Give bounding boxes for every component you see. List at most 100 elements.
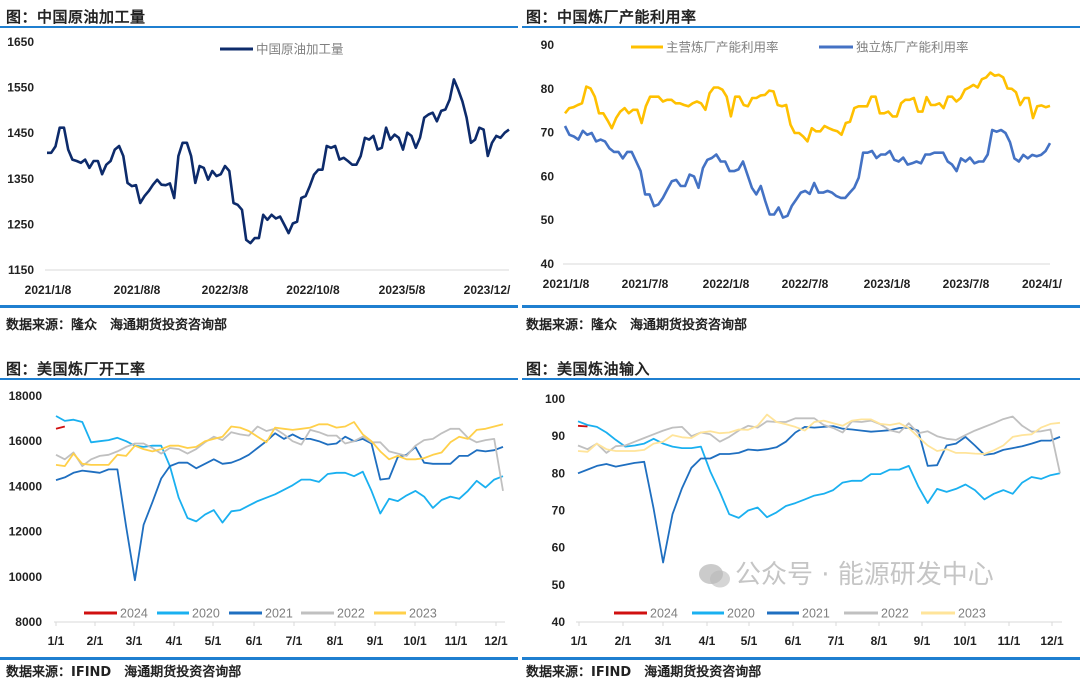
y-tick-label: 8000 (15, 615, 42, 629)
legend-label: 2024 (650, 607, 678, 621)
y-tick-label: 80 (552, 466, 566, 480)
x-tick-label: 1/1 (48, 634, 65, 648)
y-tick-label: 10000 (9, 570, 43, 584)
x-tick-label: 5/1 (741, 634, 758, 648)
legend-label: 2022 (881, 607, 909, 621)
x-tick-label: 2/1 (87, 634, 104, 648)
legend-label: 主营炼厂产能利用率 (666, 40, 779, 55)
series-line-2023 (577, 413, 1061, 455)
y-tick-label: 1250 (7, 217, 34, 231)
x-tick-label: 2023/5/8 (379, 283, 426, 297)
x-tick-label: 12/1 (1040, 634, 1064, 648)
x-tick-label: 3/1 (126, 634, 143, 648)
x-tick-label: 2022/1/8 (703, 277, 750, 291)
x-tick-label: 8/1 (327, 634, 344, 648)
data-source-note: 数据来源：隆众 海通期货投资咨询部 (526, 318, 748, 333)
series-line-2021 (577, 425, 1061, 564)
x-tick-label: 2021/1/8 (25, 283, 72, 297)
legend-label: 2022 (337, 607, 365, 621)
data-source-note: 数据来源：IFIND 海通期货投资咨询部 (526, 665, 762, 680)
x-tick-label: 2024/1/ (1022, 277, 1063, 291)
series-line-2020 (577, 420, 1061, 519)
legend-label: 2020 (192, 607, 220, 621)
y-tick-label: 70 (552, 504, 566, 518)
x-tick-label: 2021/1/8 (543, 277, 590, 291)
x-tick-label: 10/1 (403, 634, 427, 648)
title-divider (0, 378, 518, 380)
y-tick-label: 16000 (9, 434, 43, 448)
y-tick-label: 90 (552, 429, 566, 443)
y-tick-label: 100 (545, 392, 565, 406)
x-tick-label: 9/1 (914, 634, 931, 648)
x-tick-label: 12/1 (484, 634, 508, 648)
y-tick-label: 50 (552, 578, 566, 592)
y-tick-label: 70 (541, 126, 555, 140)
x-tick-label: 2022/7/8 (782, 277, 829, 291)
x-tick-label: 4/1 (699, 634, 716, 648)
data-source-note: 数据来源：隆众 海通期货投资咨询部 (6, 318, 228, 333)
legend-label: 2023 (958, 607, 986, 621)
x-tick-label: 7/1 (828, 634, 845, 648)
x-tick-label: 8/1 (871, 634, 888, 648)
watermark-text: 公众号 · 能源研发中心 (735, 560, 994, 590)
series-line-2023 (55, 421, 504, 468)
x-tick-label: 5/1 (205, 634, 222, 648)
x-tick-label: 11/1 (998, 634, 1021, 648)
x-tick-label: 2023/12/ (464, 283, 511, 297)
legend-label: 中国原油加工量 (256, 42, 344, 57)
y-tick-label: 1350 (7, 172, 34, 186)
x-tick-label: 2022/10/8 (286, 283, 340, 297)
series-line-主营炼厂产能利用率 (563, 71, 1051, 143)
series-line-独立炼厂产能利用率 (563, 125, 1052, 219)
x-tick-label: 3/1 (655, 634, 672, 648)
y-tick-label: 80 (541, 82, 555, 96)
series-line-2020 (55, 415, 504, 524)
legend-label: 独立炼厂产能利用率 (856, 40, 969, 55)
y-tick-label: 1550 (7, 81, 34, 95)
x-tick-label: 2/1 (615, 634, 632, 648)
x-tick-label: 7/1 (286, 634, 303, 648)
x-tick-label: 1/1 (571, 634, 588, 648)
legend-label: 2024 (120, 607, 148, 621)
x-tick-label: 10/1 (953, 634, 977, 648)
x-tick-label: 2023/7/8 (943, 277, 990, 291)
title-divider (522, 26, 1080, 28)
chart-title-us-refinery-input: 图：美国炼油输入 (526, 360, 651, 378)
chart-title-us-refinery-operating-rate: 图：美国炼厂开工率 (6, 360, 146, 378)
data-source-note: 数据来源：IFIND 海通期货投资咨询部 (6, 665, 242, 680)
y-tick-label: 1650 (7, 35, 34, 49)
x-tick-label: 9/1 (367, 634, 384, 648)
footer-divider (0, 305, 518, 308)
footer-divider (0, 657, 518, 660)
chart-title-china-crude-runs: 图：中国原油加工量 (6, 8, 146, 26)
series-line-2022 (55, 425, 504, 492)
y-tick-label: 1150 (8, 263, 34, 277)
series-line-2024 (55, 425, 66, 430)
title-divider (0, 26, 518, 28)
y-tick-label: 1450 (7, 126, 34, 140)
series-line-2021 (55, 432, 504, 582)
legend-label: 2020 (727, 607, 755, 621)
x-tick-label: 6/1 (246, 634, 263, 648)
x-tick-label: 6/1 (785, 634, 802, 648)
y-tick-label: 12000 (9, 525, 43, 539)
x-tick-label: 2021/7/8 (622, 277, 669, 291)
x-tick-label: 11/1 (445, 634, 468, 648)
y-tick-label: 60 (541, 169, 555, 183)
x-tick-label: 2022/3/8 (202, 283, 249, 297)
legend-label: 2023 (409, 607, 437, 621)
x-tick-label: 2023/1/8 (864, 277, 911, 291)
y-tick-label: 50 (541, 213, 555, 227)
x-tick-label: 4/1 (166, 634, 183, 648)
x-tick-label: 2021/8/8 (114, 283, 161, 297)
y-tick-label: 14000 (9, 479, 43, 493)
chart-title-china-refinery-utilization: 图：中国炼厂产能利用率 (526, 8, 697, 26)
wechat-icon (699, 564, 730, 588)
y-tick-label: 60 (552, 541, 566, 555)
legend-label: 2021 (265, 607, 293, 621)
y-tick-label: 18000 (9, 389, 43, 403)
series-line-中国原油加工量 (47, 78, 510, 245)
title-divider (522, 378, 1080, 380)
footer-divider (522, 657, 1080, 660)
